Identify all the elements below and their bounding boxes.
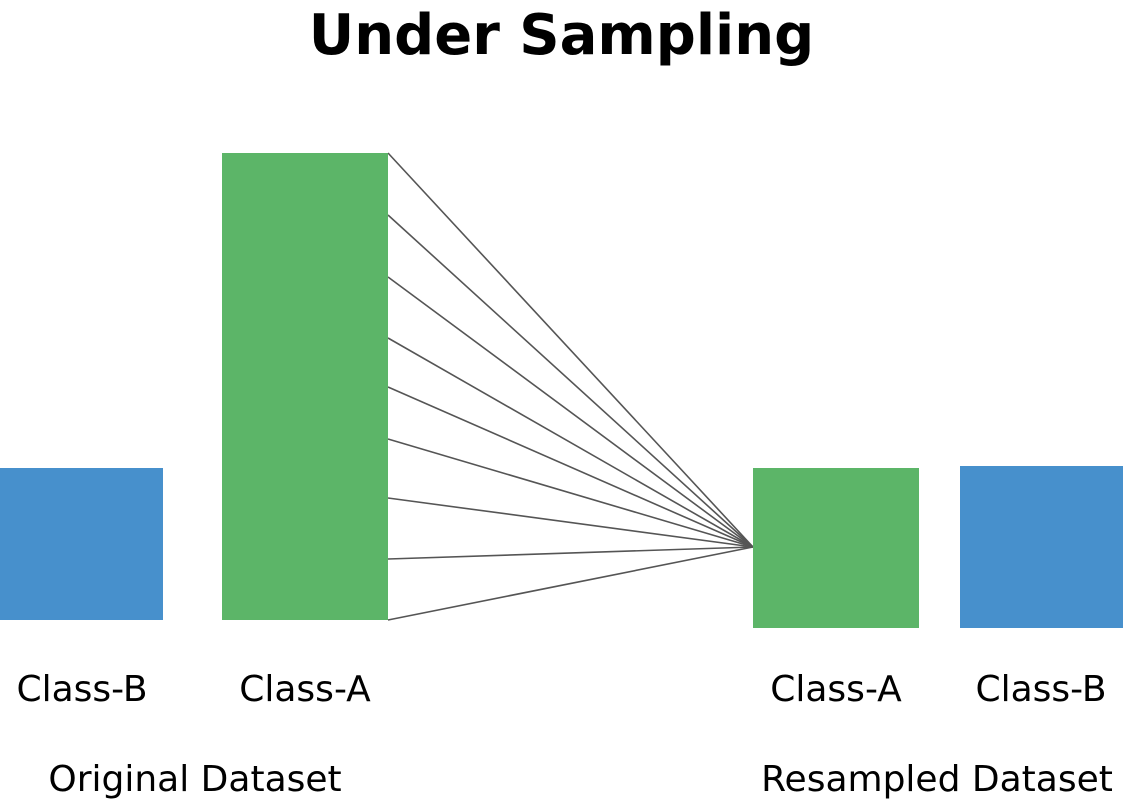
original-class-b-label: Class-B — [16, 669, 148, 710]
resampled-dataset-caption: Resampled Dataset — [761, 759, 1113, 800]
resampled-class-a-label: Class-A — [770, 669, 902, 710]
connector-line — [387, 546, 754, 560]
connector-line — [387, 152, 754, 548]
connector-line — [387, 438, 754, 548]
connector-line — [387, 497, 754, 548]
connector-line — [387, 276, 754, 548]
connector-line — [387, 337, 754, 548]
connector-line — [387, 214, 754, 548]
resampled-class-a-block — [753, 468, 919, 628]
diagram-title: Under Sampling — [308, 3, 815, 68]
connector-line — [387, 546, 754, 621]
original-class-a-label: Class-A — [239, 669, 371, 710]
original-class-b-block — [0, 468, 163, 620]
original-class-a-block — [222, 153, 388, 620]
resampled-class-b-label: Class-B — [975, 669, 1107, 710]
connector-line — [387, 386, 754, 548]
sampling-connector-lines — [387, 152, 754, 621]
resampled-class-b-block — [960, 466, 1123, 628]
original-dataset-caption: Original Dataset — [48, 759, 342, 800]
